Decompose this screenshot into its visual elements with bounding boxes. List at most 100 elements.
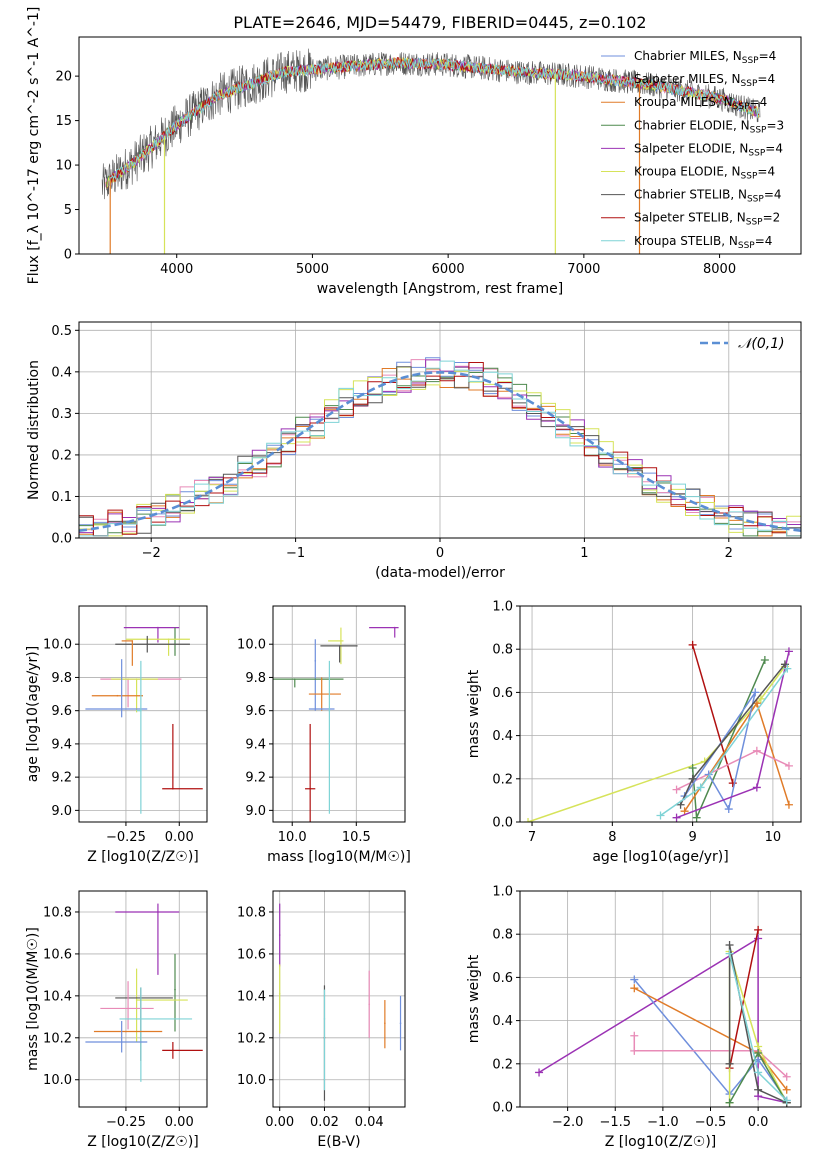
x-tick-label: 6000 <box>432 262 465 277</box>
point-salpeter_miles <box>368 1003 371 1006</box>
x-tick-label: 2 <box>725 546 733 561</box>
weight-marker-salpeter_elodie <box>535 1068 544 1077</box>
y-tick-label: 9.4 <box>51 737 72 752</box>
weight-marker-chabrier_miles <box>630 975 639 984</box>
plot-area-age_vs_Z <box>85 626 203 814</box>
axes-frame <box>78 36 802 255</box>
x-tick-label: 8 <box>608 830 616 845</box>
weight-line-salpeter_elodie <box>538 937 787 1104</box>
histogram-salpeter_stelib <box>79 362 801 537</box>
x-tick-label: 0.00 <box>165 1115 194 1130</box>
y-tick-label: 9.0 <box>51 804 72 819</box>
axes-frame <box>78 890 208 1108</box>
x-tick-label: 7000 <box>567 262 600 277</box>
x-axis-label: age [log10(age/yr)] <box>592 849 728 865</box>
axes-frame <box>78 605 208 823</box>
x-tick-label: 0.00 <box>265 1115 294 1130</box>
weight-marker-kroupa_elodie <box>756 694 765 703</box>
point-kroupa_stelib <box>328 709 331 712</box>
y-tick-label: 9.4 <box>245 737 266 752</box>
y-axis-label: age [log10(age/yr)] <box>25 646 41 782</box>
point-kroupa_elodie <box>135 678 138 680</box>
point-salpeter_stelib <box>172 1049 174 1052</box>
point-salpeter_elodie <box>278 934 281 936</box>
figure-title: PLATE=2646, MJD=54479, FIBERID=0445, z=0… <box>233 13 646 32</box>
x-tick-label: 1 <box>580 546 588 561</box>
point-salpeter_elodie <box>393 626 396 629</box>
y-tick-label: 10.0 <box>237 638 266 653</box>
point-chabrier_miles <box>120 708 123 710</box>
y-tick-label: 15 <box>55 114 72 129</box>
x-tick-label: 0.00 <box>165 830 194 845</box>
point-chabrier_stelib <box>338 645 341 647</box>
y-tick-label: 10.0 <box>43 638 72 653</box>
y-tick-label: 9.8 <box>51 671 72 686</box>
normal-reference-curve <box>79 370 801 532</box>
y-tick-label: 0.8 <box>492 643 513 658</box>
point-chabrier_miles <box>320 708 323 710</box>
y-tick-label: 0.4 <box>492 1014 513 1029</box>
x-tick-label: 0.04 <box>355 1115 384 1130</box>
point-kroupa_stelib <box>140 709 142 712</box>
x-tick-label: 10 <box>765 830 782 845</box>
weight-marker-chabrier_stelib <box>725 1059 734 1068</box>
legend-label-chabrier_elodie: Chabrier ELODIE, NSSP=3 <box>634 118 784 135</box>
x-tick-label: 0.02 <box>310 1115 339 1130</box>
weight-marker-chabrier_elodie <box>725 1098 734 1107</box>
x-tick-label: 8000 <box>703 262 736 277</box>
y-axis-label: mass [log10(M/M☉)] <box>25 927 41 1071</box>
y-tick-label: 10.8 <box>237 905 266 920</box>
y-tick-label: 10.2 <box>43 1031 72 1046</box>
weight-marker-chabrier_miles <box>724 805 733 814</box>
y-tick-label: 0.2 <box>492 772 513 787</box>
weight-marker-kroupa_elodie <box>524 818 533 822</box>
point-kroupa_miles <box>384 1022 386 1024</box>
y-tick-label: 0.4 <box>51 365 72 380</box>
plot-area-spectrum <box>101 48 761 254</box>
weight-line-salpeter_stelib <box>691 644 734 784</box>
y-tick-label: 0.3 <box>51 407 72 422</box>
legend-label-chabrier_miles: Chabrier MILES, NSSP=4 <box>634 49 776 66</box>
histogram-kroupa_elodie <box>79 366 801 537</box>
point-salpeter_stelib <box>309 787 311 790</box>
y-tick-label: 0 <box>64 248 72 263</box>
x-tick-label: 4000 <box>160 262 193 277</box>
weight-marker-salpeter_miles <box>630 1031 639 1040</box>
point-kroupa_elodie <box>340 640 342 642</box>
plot-age_vs_mass: 10.0 10.5 9.0 9.2 9.4 9.6 9.8 10.0 mass [log10(M… <box>237 605 411 865</box>
y-tick-label: 10.0 <box>43 1073 72 1088</box>
plot-area-mass_vs_Z <box>85 903 203 1082</box>
y-tick-label: 0.1 <box>51 490 72 505</box>
x-tick-label: −0.25 <box>106 830 146 845</box>
y-tick-label: 10.8 <box>43 905 72 920</box>
y-tick-label: 10.6 <box>43 947 72 962</box>
weight-line-chabrier_stelib <box>728 944 788 1104</box>
y-tick-label: 0.8 <box>492 928 513 943</box>
point-chabrier_elodie <box>174 988 176 991</box>
plot-age_vs_Z: −0.25 0.00 9.0 9.2 9.4 9.6 9.8 10.0 Z [log10(Z/Z… <box>25 605 208 865</box>
legend-label-salpeter_miles: Salpeter MILES, NSSP=4 <box>634 72 775 89</box>
spectrum-legend: Chabrier MILES, NSSP=4 Salpeter MILES, NS… <box>601 49 784 251</box>
point-kroupa_stelib <box>323 1018 326 1020</box>
weight-marker-kroupa_stelib <box>754 1068 763 1077</box>
y-tick-label: 10 <box>55 159 72 174</box>
point-kroupa_elodie <box>135 999 138 1001</box>
axes-frame <box>519 890 802 1108</box>
x-axis-label: Z [log10(Z/Z☉)] <box>87 849 199 865</box>
y-tick-label: 0.0 <box>492 1101 513 1116</box>
y-axis-label: mass weight <box>466 954 482 1043</box>
y-tick-label: 10.2 <box>237 1031 266 1046</box>
weight-marker-salpeter_stelib <box>688 640 697 649</box>
y-axis-label: Flux [f_λ 10^-17 erg cm^-2 s^-1 A^-1] <box>26 7 42 285</box>
axes-frame <box>272 605 406 823</box>
x-tick-label: 10.5 <box>342 830 371 845</box>
point-kroupa_miles <box>116 694 119 697</box>
legend-label-normal: 𝒩(0,1) <box>738 336 785 352</box>
y-tick-label: 10.4 <box>43 989 72 1004</box>
y-tick-label: 9.2 <box>245 771 266 786</box>
point-kroupa_stelib <box>140 1018 142 1020</box>
weight-marker-salpeter_elodie <box>784 647 793 656</box>
weight-marker-salpeter_elodie <box>672 813 681 822</box>
x-tick-label: 10.0 <box>278 830 307 845</box>
